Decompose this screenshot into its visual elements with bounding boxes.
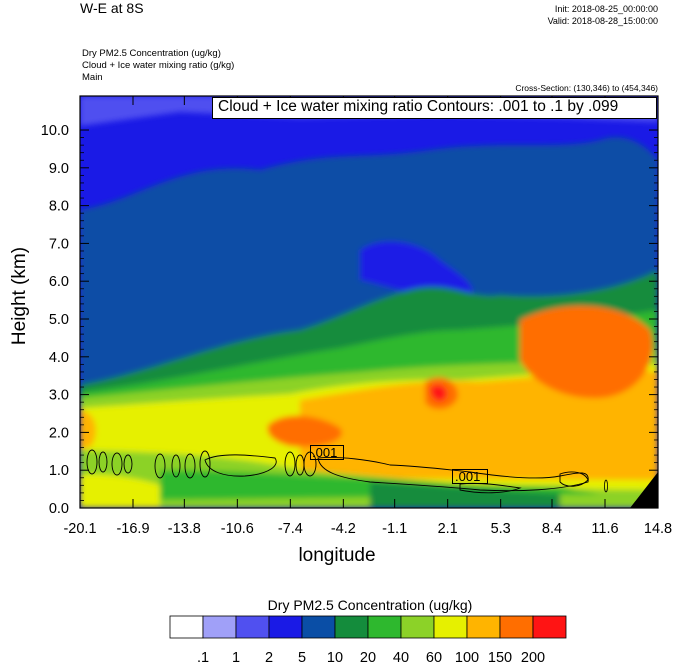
- colorbar-label-4: 10: [327, 650, 343, 666]
- time-info: Init: 2018-08-25_00:00:00 Valid: 2018-08…: [548, 3, 658, 27]
- colorbar-swatch-3: [268, 615, 303, 639]
- y-tick-label-6: 6.0: [49, 274, 69, 290]
- colorbar-swatch-8: [433, 615, 468, 639]
- field-name-cloud: Cloud + Ice water mixing ratio (g/kg): [82, 60, 235, 71]
- colorbar-swatch-7: [400, 615, 435, 639]
- colorbar-swatch-1: [202, 615, 237, 639]
- x-tick-label-5: -4.2: [331, 521, 356, 537]
- plot-frame: [79, 95, 659, 509]
- contour-info-box: [212, 97, 657, 119]
- colorbar-label-9: 150: [488, 650, 512, 666]
- x-tick-label-7: 2.1: [438, 521, 458, 537]
- colorbar: .1 1 2 5 10 20 40 60 100 150 200: [169, 615, 567, 666]
- contour-loop-8: [199, 450, 211, 478]
- y-tick-label-8: 8.0: [49, 199, 69, 215]
- contour-line-2: [317, 457, 589, 492]
- contour-loop-5: [154, 453, 166, 479]
- contour-loop-3: [111, 452, 123, 476]
- x-tick-label-8: 5.3: [491, 521, 511, 537]
- x-tick-label-1: -16.9: [116, 521, 149, 537]
- x-tick-label-10: 11.6: [591, 521, 618, 537]
- colorbar-label-0: .1: [197, 650, 209, 666]
- contour-loop-7: [184, 453, 196, 479]
- cross-section-label: Cross-Section: (130,346) to (454,346): [515, 83, 658, 93]
- y-tick-label-9: 9.0: [49, 161, 69, 177]
- contour-loop-1: [86, 449, 98, 475]
- y-axis: 0.0 1.0 2.0 3.0 4.0 5.0 6.0 7.0 8.0 9.0 10.0: [41, 123, 658, 517]
- y-tick-label-5: 5.0: [49, 312, 69, 328]
- x-tick-label-6: -1.1: [382, 521, 407, 537]
- y-tick-label-10: 10.0: [41, 123, 69, 139]
- colorbar-swatch-9: [466, 615, 501, 639]
- y-tick-label-0: 0.0: [49, 501, 69, 517]
- field-name-pm25: Dry PM2.5 Concentration (ug/kg): [82, 48, 221, 59]
- contour-loop-2: [98, 451, 108, 473]
- y-tick-label-7: 7.0: [49, 236, 69, 252]
- contour-info-label: Cloud + Ice water mixing ratio Contours:…: [218, 98, 619, 115]
- contour-label-1: .001: [312, 445, 338, 460]
- contour-loop-6: [171, 454, 181, 478]
- x-tick-label-2: -13.8: [168, 521, 201, 537]
- heat-region-3: [360, 241, 473, 300]
- colorbar-swatch-2: [235, 615, 270, 639]
- y-tick-label-1: 1.0: [49, 463, 69, 479]
- heat-region-9: [80, 410, 96, 449]
- heat-region-10: [520, 306, 653, 399]
- heat-region-8: [300, 370, 658, 480]
- colorbar-swatch-11: [532, 615, 567, 639]
- pm25-heatmap: [80, 96, 658, 508]
- contour-line-1: [204, 454, 277, 477]
- y-tick-label-3: 3.0: [49, 388, 69, 404]
- x-tick-label-9: 8.4: [542, 521, 562, 537]
- contour-loop-4: [123, 454, 133, 474]
- terrain-mask: [630, 472, 658, 508]
- colorbar-swatch-0: [169, 615, 204, 639]
- contour-label-box-2: [452, 469, 488, 484]
- init-time: Init: 2018-08-25_00:00:00: [554, 4, 658, 14]
- colorbar-label-8: 100: [455, 650, 479, 666]
- colorbar-swatch-6: [367, 615, 402, 639]
- x-tick-label-0: -20.1: [63, 521, 96, 537]
- colorbar-swatch-4: [301, 615, 336, 639]
- contour-label-box-1: [310, 445, 344, 460]
- colorbar-label-6: 40: [393, 650, 409, 666]
- colorbar-title: Dry PM2.5 Concentration (ug/kg): [267, 597, 473, 613]
- contour-line-4: [559, 471, 589, 487]
- y-tick-label-2: 2.0: [49, 425, 69, 441]
- y-axis-label: Height (km): [9, 246, 30, 346]
- heat-region-17: [80, 474, 160, 508]
- x-tick-label-4: -7.4: [278, 521, 303, 537]
- plot-title: W-E at 8S: [80, 0, 144, 16]
- colorbar-label-2: 2: [265, 650, 273, 666]
- y-tick-label-4: 4.0: [49, 350, 69, 366]
- contour-loop-small: [604, 479, 608, 493]
- colorbar-swatch-5: [334, 615, 369, 639]
- colorbar-label-1: 1: [232, 650, 240, 666]
- heat-region-11: [267, 415, 342, 447]
- contour-label-2: .001: [455, 469, 481, 484]
- contour-loop-9: [284, 451, 296, 477]
- x-tick-label-11: 14.8: [644, 521, 672, 537]
- colorbar-label-3: 5: [298, 650, 306, 666]
- colorbar-label-7: 60: [426, 650, 442, 666]
- x-axis-label: longitude: [298, 545, 376, 566]
- field-name-main: Main: [82, 72, 103, 83]
- x-axis: -20.1 -16.9 -13.8 -10.6 -7.4 -4.2 -1.1 2.1 5.3 8.…: [63, 96, 672, 537]
- x-tick-label-3: -10.6: [221, 521, 254, 537]
- heat-region-13: [430, 384, 447, 402]
- valid-time: Valid: 2018-08-28_15:00:00: [547, 16, 658, 26]
- colorbar-swatch-10: [499, 615, 534, 639]
- colorbar-label-5: 20: [360, 650, 376, 666]
- heat-region-16: [370, 482, 560, 508]
- colorbar-label-10: 200: [521, 650, 545, 666]
